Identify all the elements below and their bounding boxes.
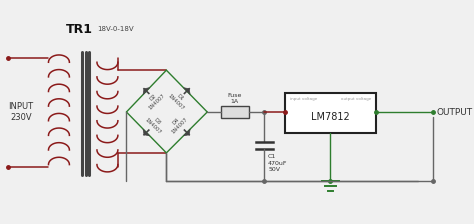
Text: D4
1N4007: D4 1N4007 <box>167 112 189 135</box>
Text: TR1: TR1 <box>65 23 92 36</box>
Text: Fuse
1A: Fuse 1A <box>228 93 242 104</box>
Polygon shape <box>183 129 190 136</box>
Text: D3
1N4007: D3 1N4007 <box>144 113 166 135</box>
Text: D2
1N4007: D2 1N4007 <box>144 88 166 111</box>
Text: D1
1N4007: D1 1N4007 <box>167 89 189 111</box>
Text: output voltage: output voltage <box>340 97 371 101</box>
Text: C1
470uF
50V: C1 470uF 50V <box>268 154 288 172</box>
Bar <box>285 93 375 133</box>
Text: LM7812: LM7812 <box>311 112 350 122</box>
Text: OUTPUT: OUTPUT <box>437 108 473 116</box>
Bar <box>220 106 249 118</box>
Polygon shape <box>183 88 190 95</box>
Text: 18V-0-18V: 18V-0-18V <box>97 26 134 32</box>
Text: input voltage: input voltage <box>290 97 317 101</box>
Polygon shape <box>143 129 150 136</box>
Text: INPUT
230V: INPUT 230V <box>9 102 34 122</box>
Polygon shape <box>143 88 150 95</box>
